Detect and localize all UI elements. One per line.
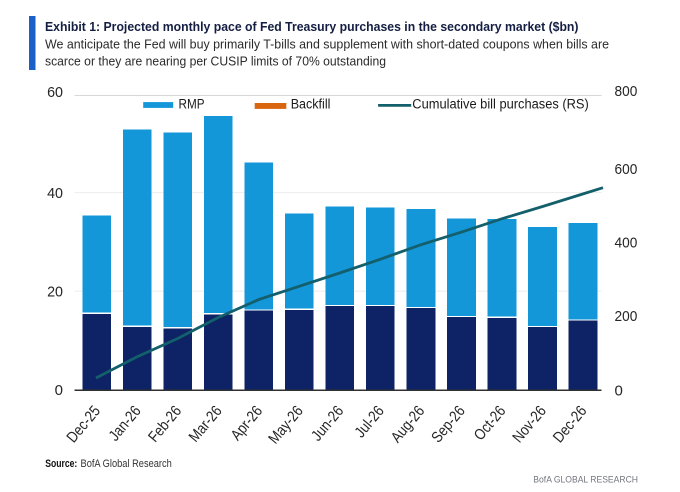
svg-text:BofA Global Research: BofA Global Research bbox=[81, 458, 172, 470]
svg-text:Cumulative bill purchases (RS): Cumulative bill purchases (RS) bbox=[412, 97, 589, 112]
svg-text:Jul-26: Jul-26 bbox=[352, 403, 388, 441]
svg-text:Sep-26: Sep-26 bbox=[428, 403, 468, 446]
svg-text:0: 0 bbox=[55, 382, 63, 399]
svg-text:Oct-26: Oct-26 bbox=[471, 403, 509, 444]
svg-text:We anticipate the Fed will buy: We anticipate the Fed will buy primarily… bbox=[45, 37, 609, 52]
svg-text:Jan-26: Jan-26 bbox=[106, 403, 145, 445]
svg-text:Mar-26: Mar-26 bbox=[186, 403, 226, 446]
svg-text:Backfill: Backfill bbox=[291, 97, 331, 112]
svg-text:800: 800 bbox=[615, 83, 638, 100]
svg-text:BofA GLOBAL RESEARCH: BofA GLOBAL RESEARCH bbox=[533, 475, 638, 486]
svg-text:600: 600 bbox=[615, 161, 638, 178]
svg-text:200: 200 bbox=[615, 308, 638, 325]
svg-text:400: 400 bbox=[615, 234, 638, 251]
svg-text:Aug-26: Aug-26 bbox=[388, 403, 428, 446]
svg-text:scarce or they are nearing per: scarce or they are nearing per CUSIP lim… bbox=[45, 54, 386, 69]
svg-text:Source:: Source: bbox=[45, 458, 77, 470]
svg-text:Apr-26: Apr-26 bbox=[228, 403, 266, 444]
svg-text:0: 0 bbox=[615, 383, 623, 400]
svg-text:RMP: RMP bbox=[179, 97, 205, 112]
svg-text:Feb-26: Feb-26 bbox=[145, 403, 185, 446]
svg-text:Nov-26: Nov-26 bbox=[510, 403, 550, 446]
svg-text:Dec-25: Dec-25 bbox=[64, 403, 104, 446]
svg-text:Jun-26: Jun-26 bbox=[308, 403, 347, 445]
svg-text:May-26: May-26 bbox=[265, 403, 306, 448]
svg-text:Exhibit 1: Projected monthly p: Exhibit 1: Projected monthly pace of Fed… bbox=[45, 19, 579, 34]
svg-text:40: 40 bbox=[47, 185, 63, 202]
svg-text:Dec-26: Dec-26 bbox=[550, 403, 590, 446]
svg-text:20: 20 bbox=[47, 284, 63, 301]
svg-text:60: 60 bbox=[47, 84, 63, 101]
